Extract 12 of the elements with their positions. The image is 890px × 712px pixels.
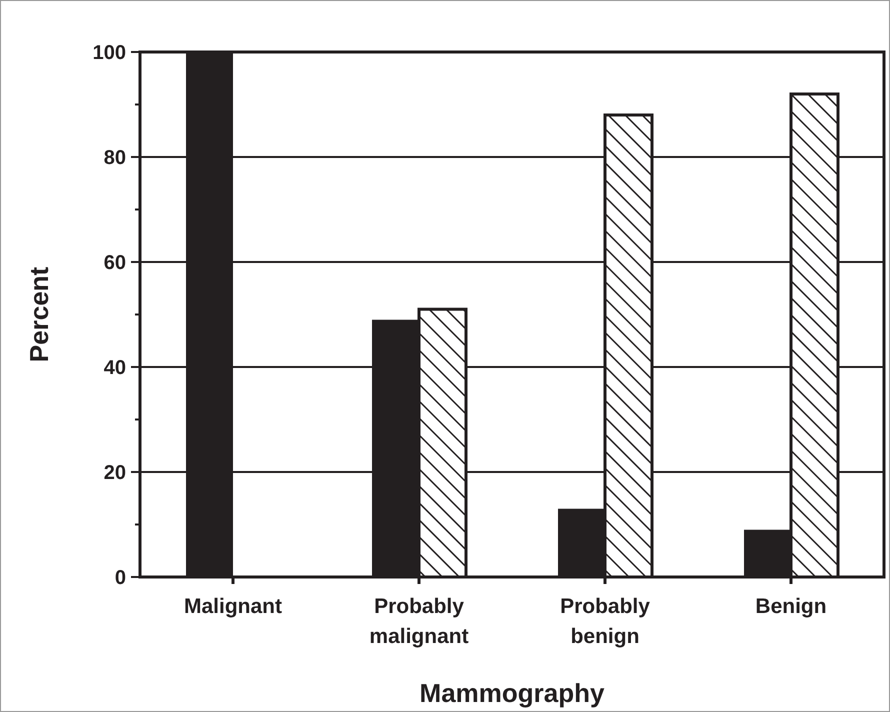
y-tick-label: 40 xyxy=(104,357,126,379)
x-tick-label: Probably benign xyxy=(560,595,650,648)
x-tick-label: Benign xyxy=(755,595,827,618)
y-tick-label: 60 xyxy=(104,252,126,274)
y-tick-label: 20 xyxy=(104,462,126,484)
y-tick-label: 80 xyxy=(104,147,126,169)
x-axis-title: Mammography xyxy=(420,678,605,708)
y-tick-label: 100 xyxy=(92,42,126,64)
y-tick-label: 0 xyxy=(114,567,126,589)
y-axis-title: Percent xyxy=(24,266,54,362)
x-tick-label: Probably malignant xyxy=(369,595,469,648)
x-tick-label: Malignant xyxy=(184,595,282,618)
